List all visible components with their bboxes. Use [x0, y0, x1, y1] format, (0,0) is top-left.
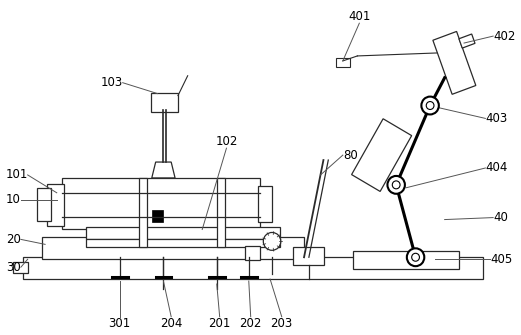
Polygon shape	[352, 119, 412, 191]
Text: 405: 405	[490, 253, 513, 266]
Text: 102: 102	[215, 135, 238, 148]
Bar	[86, 240, 280, 247]
Circle shape	[263, 232, 281, 250]
Text: 403: 403	[486, 112, 507, 125]
Bar	[61, 178, 260, 229]
Circle shape	[426, 102, 434, 110]
Text: 402: 402	[493, 29, 515, 43]
Bar	[86, 227, 280, 240]
Text: 202: 202	[240, 317, 262, 330]
Text: 103: 103	[101, 76, 123, 89]
Bar	[139, 178, 147, 247]
Polygon shape	[433, 31, 476, 94]
Bar	[258, 186, 272, 221]
Polygon shape	[152, 162, 175, 178]
Text: 301: 301	[109, 317, 131, 330]
Bar	[38, 188, 51, 220]
Bar	[152, 210, 164, 221]
Bar	[47, 184, 64, 225]
Bar	[293, 247, 325, 265]
Bar	[217, 178, 225, 247]
Text: 203: 203	[270, 317, 293, 330]
Text: 204: 204	[160, 317, 182, 330]
Text: 40: 40	[493, 211, 508, 224]
Text: 10: 10	[6, 193, 21, 206]
Bar	[353, 251, 459, 269]
Bar	[245, 246, 260, 260]
Circle shape	[388, 176, 405, 194]
Text: 30: 30	[6, 261, 21, 274]
Text: 404: 404	[486, 161, 508, 175]
Text: 80: 80	[343, 149, 357, 161]
Circle shape	[412, 253, 419, 261]
Bar	[13, 262, 28, 273]
Text: 20: 20	[6, 233, 21, 246]
Bar	[151, 92, 178, 113]
Text: 201: 201	[208, 317, 231, 330]
Circle shape	[392, 181, 400, 189]
Circle shape	[421, 96, 439, 115]
Polygon shape	[459, 34, 475, 48]
Circle shape	[407, 248, 424, 266]
Text: 101: 101	[5, 169, 28, 182]
Bar	[42, 238, 304, 259]
Bar	[23, 257, 483, 279]
Bar	[336, 58, 350, 67]
Text: 401: 401	[348, 10, 370, 23]
